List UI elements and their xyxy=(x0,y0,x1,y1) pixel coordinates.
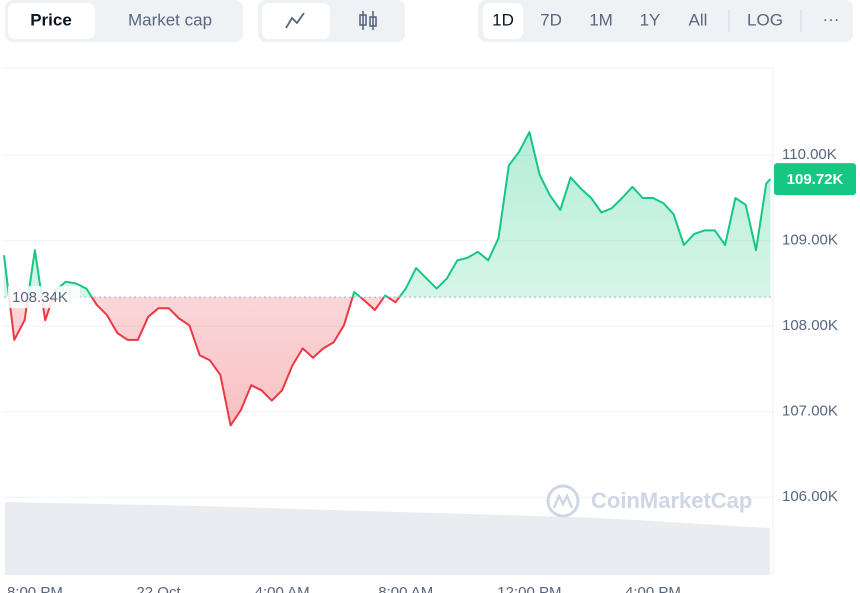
line-icon xyxy=(285,12,305,29)
current-price-label: 109.72K xyxy=(787,171,844,188)
area-up xyxy=(4,132,771,298)
watermark: CoinMarketCap xyxy=(546,484,752,518)
watermark-text: CoinMarketCap xyxy=(591,488,752,513)
x-tick-label: 22 Oct xyxy=(136,584,181,593)
y-tick-label: 109.00K xyxy=(782,232,838,249)
range[interactable]: All xyxy=(689,10,708,29)
baseline-label-bg xyxy=(8,286,80,309)
y-tick-label: 106.00K xyxy=(782,488,838,505)
more-button[interactable]: ··· xyxy=(823,9,840,28)
price-line-up xyxy=(3,131,772,298)
log-toggle[interactable]: LOG xyxy=(747,10,783,29)
y-tick-label: 107.00K xyxy=(782,403,838,420)
current-price-tag xyxy=(774,163,856,196)
tab-active[interactable] xyxy=(8,3,95,39)
x-tick-label: 12:00 PM xyxy=(497,584,561,593)
tab[interactable]: Market cap xyxy=(128,10,212,29)
x-tick-label: 8:00 AM xyxy=(378,584,433,593)
price-line-down xyxy=(8,297,401,427)
range[interactable]: 1Y xyxy=(640,10,661,29)
tab[interactable]: Price xyxy=(30,10,72,29)
baseline-label: 108.34K xyxy=(12,289,68,306)
candle-icon[interactable] xyxy=(359,11,377,30)
range[interactable]: 7D xyxy=(540,10,562,29)
area-down xyxy=(9,297,400,426)
x-tick-label: 8:00 PM xyxy=(7,584,63,593)
volume-area xyxy=(5,502,770,575)
range-group xyxy=(478,0,853,42)
range[interactable]: 1M xyxy=(589,10,613,29)
y-tick-label: 110.00K xyxy=(782,146,837,163)
range[interactable]: 1D xyxy=(492,10,514,29)
range-active[interactable] xyxy=(483,3,523,39)
x-tick-label: 4:00 PM xyxy=(625,584,681,593)
y-tick-label: 108.00K xyxy=(782,317,838,334)
x-tick-label: 4:00 AM xyxy=(255,584,310,593)
